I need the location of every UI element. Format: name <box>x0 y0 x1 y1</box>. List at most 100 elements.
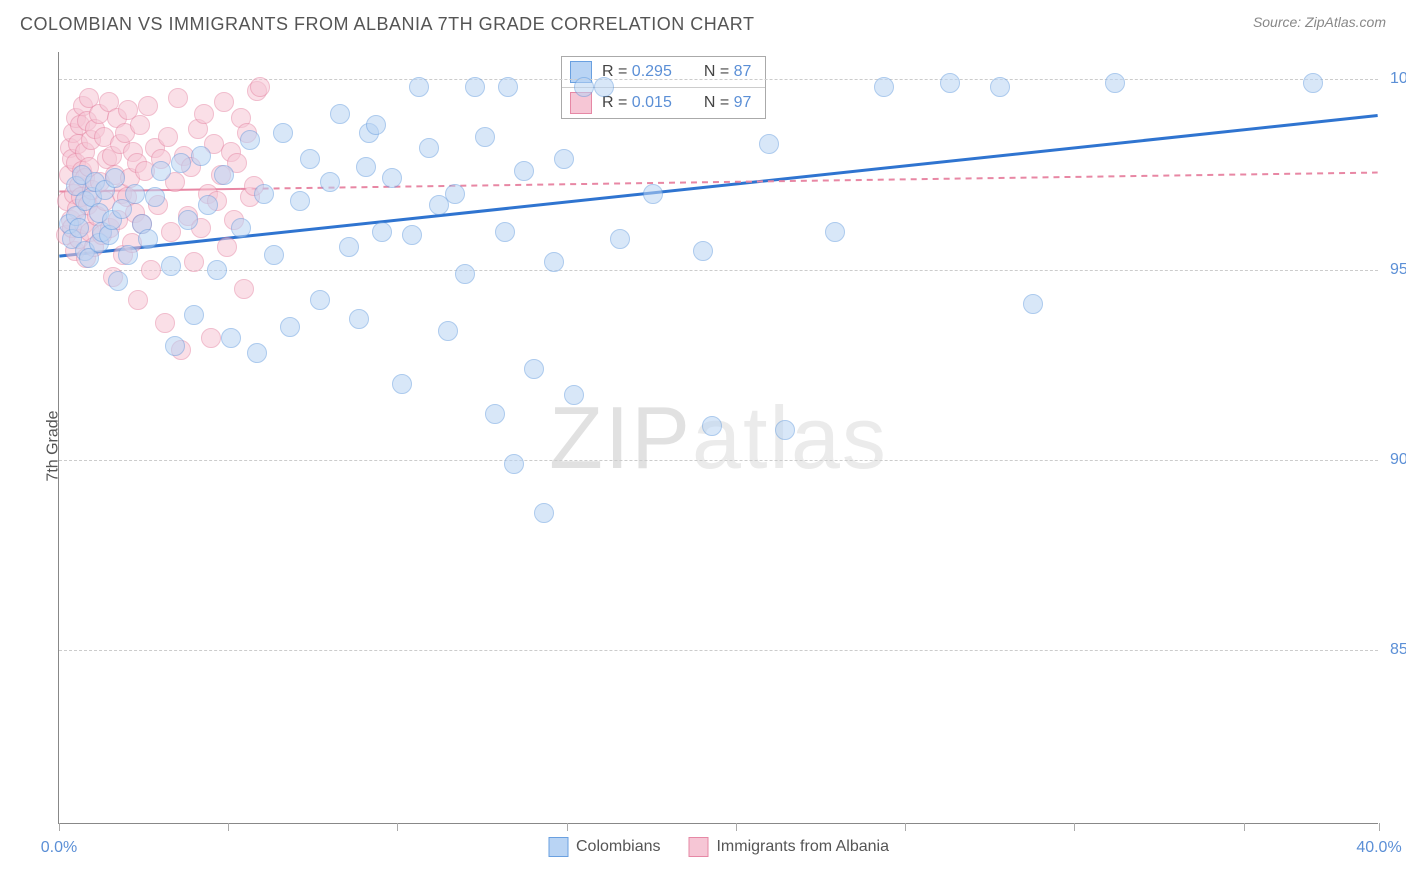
scatter-point <box>310 290 330 310</box>
scatter-point <box>382 168 402 188</box>
scatter-point <box>118 245 138 265</box>
scatter-point <box>214 92 234 112</box>
y-tick-label: 85.0% <box>1380 641 1406 659</box>
trend-lines-svg <box>59 52 1378 823</box>
legend-r-label: R = 0.295 <box>602 63 672 81</box>
legend-n-value: 97 <box>734 94 752 111</box>
scatter-point <box>158 127 178 147</box>
scatter-point <box>125 184 145 204</box>
scatter-point <box>594 77 614 97</box>
scatter-point <box>392 374 412 394</box>
scatter-point <box>231 218 251 238</box>
scatter-point <box>504 454 524 474</box>
scatter-point <box>339 237 359 257</box>
x-tick <box>1244 823 1245 831</box>
scatter-point <box>214 165 234 185</box>
y-tick-label: 95.0% <box>1380 261 1406 279</box>
scatter-point <box>498 77 518 97</box>
legend-n-value: 87 <box>734 63 752 80</box>
x-tick-label: 40.0% <box>1356 839 1401 857</box>
x-tick <box>228 823 229 831</box>
series-legend-item: Immigrants from Albania <box>688 837 889 857</box>
chart-container: COLOMBIAN VS IMMIGRANTS FROM ALBANIA 7TH… <box>0 0 1406 892</box>
scatter-point <box>514 161 534 181</box>
trend-line-dashed <box>241 173 1378 189</box>
scatter-point <box>485 404 505 424</box>
scatter-point <box>194 104 214 124</box>
series-legend-item: Colombians <box>548 837 660 857</box>
series-legend-label: Colombians <box>576 838 660 856</box>
scatter-point <box>610 229 630 249</box>
scatter-point <box>940 73 960 93</box>
scatter-point <box>475 127 495 147</box>
scatter-point <box>356 157 376 177</box>
scatter-point <box>775 420 795 440</box>
series-legend-label: Immigrants from Albania <box>716 838 889 856</box>
scatter-point <box>151 161 171 181</box>
scatter-point <box>240 130 260 150</box>
scatter-point <box>366 115 386 135</box>
plot-area: ZIPatlas R = 0.295N = 87R = 0.015N = 97 … <box>58 52 1378 824</box>
grid-line <box>59 460 1378 461</box>
scatter-point <box>138 229 158 249</box>
scatter-point <box>273 123 293 143</box>
legend-r-value: 0.295 <box>632 63 672 80</box>
scatter-point <box>409 77 429 97</box>
scatter-point <box>130 115 150 135</box>
x-tick <box>567 823 568 831</box>
legend-r-label: R = 0.015 <box>602 94 672 112</box>
scatter-point <box>138 96 158 116</box>
chart-title: COLOMBIAN VS IMMIGRANTS FROM ALBANIA 7TH… <box>20 14 754 35</box>
grid-line <box>59 270 1378 271</box>
scatter-point <box>1105 73 1125 93</box>
scatter-point <box>564 385 584 405</box>
scatter-point <box>544 252 564 272</box>
scatter-point <box>178 210 198 230</box>
scatter-point <box>155 313 175 333</box>
x-tick <box>397 823 398 831</box>
scatter-point <box>524 359 544 379</box>
scatter-point <box>128 290 148 310</box>
scatter-point <box>554 149 574 169</box>
scatter-point <box>247 343 267 363</box>
scatter-point <box>330 104 350 124</box>
legend-r-value: 0.015 <box>632 94 672 111</box>
scatter-point <box>234 279 254 299</box>
x-tick <box>736 823 737 831</box>
legend-n-label: N = 97 <box>704 94 752 112</box>
scatter-point <box>445 184 465 204</box>
scatter-point <box>165 336 185 356</box>
scatter-point <box>534 503 554 523</box>
legend-swatch <box>688 837 708 857</box>
scatter-point <box>264 245 284 265</box>
scatter-point <box>438 321 458 341</box>
watermark: ZIPatlas <box>549 387 888 489</box>
scatter-point <box>217 237 237 257</box>
scatter-point <box>290 191 310 211</box>
scatter-point <box>184 305 204 325</box>
scatter-point <box>171 153 191 173</box>
scatter-point <box>201 328 221 348</box>
scatter-point <box>465 77 485 97</box>
source-label: Source: ZipAtlas.com <box>1253 14 1386 30</box>
grid-line <box>59 650 1378 651</box>
x-tick <box>59 823 60 831</box>
header-row: COLOMBIAN VS IMMIGRANTS FROM ALBANIA 7TH… <box>0 0 1406 43</box>
series-legend: Colombians Immigrants from Albania <box>548 837 889 857</box>
scatter-point <box>349 309 369 329</box>
scatter-point <box>145 187 165 207</box>
scatter-point <box>221 328 241 348</box>
scatter-point <box>320 172 340 192</box>
scatter-point <box>874 77 894 97</box>
x-tick <box>1379 823 1380 831</box>
scatter-point <box>280 317 300 337</box>
y-tick-label: 100.0% <box>1380 70 1406 88</box>
scatter-point <box>1023 294 1043 314</box>
scatter-point <box>250 77 270 97</box>
scatter-point <box>759 134 779 154</box>
x-tick <box>1074 823 1075 831</box>
scatter-point <box>574 77 594 97</box>
legend-swatch <box>548 837 568 857</box>
x-tick <box>905 823 906 831</box>
legend-n-label: N = 87 <box>704 63 752 81</box>
